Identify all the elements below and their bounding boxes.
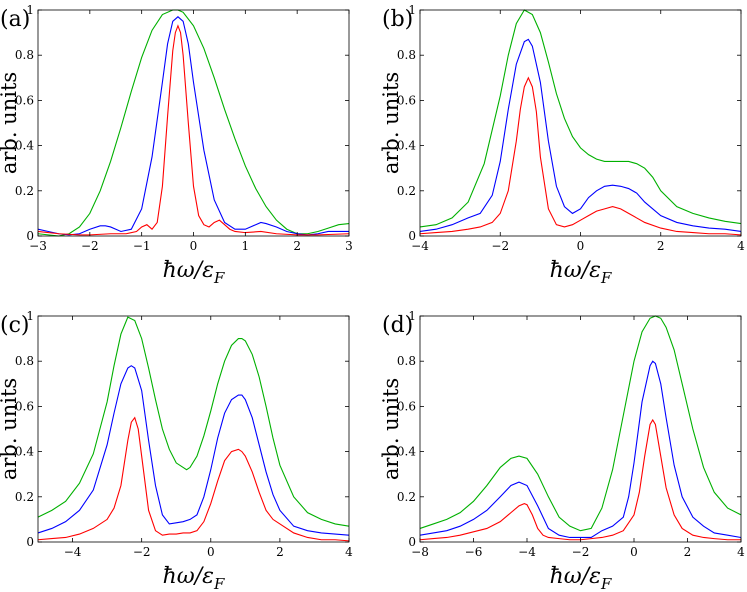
x-tick-label: −6: [465, 545, 483, 559]
x-tick-label: −2: [572, 545, 590, 559]
x-axis-label: ħω/εF: [163, 258, 225, 287]
y-tick-label: 0.2: [397, 490, 416, 504]
y-tick-label: 0.6: [397, 93, 416, 107]
x-tick-label: 2: [684, 545, 692, 559]
y-tick-label: 0.2: [15, 184, 34, 198]
series-line-1: [419, 360, 742, 539]
x-tick-label: 0: [190, 239, 198, 253]
x-tick-label: 2: [293, 239, 301, 253]
y-tick-label: 0: [408, 229, 416, 243]
x-tick-label: 3: [345, 239, 353, 253]
x-tick-label: 0: [630, 545, 638, 559]
series-line-2: [419, 76, 742, 236]
panel-label: (d): [382, 313, 413, 338]
x-tick-label: 1: [242, 239, 250, 253]
y-tick-label: 0.4: [397, 445, 416, 459]
panel-3: −8 −6 −4 −2 0 2 4 0 0.2 0.4 0.6 0.8 1 arb. units ħω/εF…: [379, 309, 745, 592]
y-tick-label: 0.6: [397, 399, 416, 413]
y-axis-label: arb. units: [379, 378, 403, 480]
x-tick-label: 4: [737, 239, 745, 253]
x-tick-label: 2: [276, 545, 284, 559]
x-tick-label: −4: [64, 545, 82, 559]
x-axis-label: ħω/εF: [550, 258, 612, 287]
series-line-0: [37, 316, 350, 527]
x-tick-label: −2: [133, 545, 151, 559]
y-tick-label: 1: [408, 309, 416, 323]
y-axis-label: arb. units: [0, 72, 21, 174]
x-tick-label: −4: [518, 545, 536, 559]
y-tick-label: 0.4: [15, 139, 34, 153]
series-line-2: [37, 416, 350, 542]
series-line-1: [37, 365, 350, 536]
x-tick-label: 4: [345, 545, 353, 559]
x-axis-label: ħω/εF: [550, 564, 612, 592]
x-tick-label: −2: [491, 239, 509, 253]
y-axis-label: arb. units: [379, 72, 403, 174]
y-tick-label: 1: [26, 3, 34, 17]
x-tick-label: 0: [577, 239, 585, 253]
y-tick-label: 0: [26, 535, 34, 549]
axes-frame: [37, 9, 350, 237]
x-axis-label: ħω/εF: [163, 564, 225, 592]
series-line-2: [419, 418, 741, 541]
series-line-1: [37, 16, 349, 236]
series-line-0: [419, 315, 742, 532]
y-tick-label: 0.8: [15, 354, 34, 368]
y-tick-label: 0.4: [15, 445, 34, 459]
x-tick-label: −1: [133, 239, 151, 253]
series-line-1: [419, 38, 742, 233]
y-tick-label: 0: [26, 229, 34, 243]
y-tick-label: 0.8: [15, 48, 34, 62]
series-line-0: [419, 9, 742, 228]
y-tick-label: 0.4: [397, 139, 416, 153]
y-tick-label: 0.8: [397, 354, 416, 368]
y-tick-label: 0.2: [15, 490, 34, 504]
axes-frame: [37, 315, 350, 543]
panel-1: −4 −2 0 2 4 0 0.2 0.4 0.6 0.8 1 arb. units ħω/εF (b): [379, 3, 745, 287]
x-tick-label: 0: [207, 545, 215, 559]
series-line-2: [37, 24, 350, 236]
y-tick-label: 0.2: [397, 184, 416, 198]
x-tick-label: 2: [657, 239, 665, 253]
y-tick-label: 1: [26, 309, 34, 323]
x-tick-label: −2: [81, 239, 99, 253]
x-tick-label: 4: [737, 545, 745, 559]
panel-0: −3 −2 −1 0 1 2 3 0 0.2 0.4 0.6 0.8 1 arb. units ħω/εF (…: [0, 3, 353, 287]
y-tick-label: 0.6: [15, 93, 34, 107]
panel-label: (a): [0, 7, 30, 32]
x-tick-label: −3: [29, 239, 47, 253]
panel-label: (c): [0, 313, 30, 338]
x-tick-label: −8: [411, 545, 429, 559]
y-tick-label: 0.6: [15, 399, 34, 413]
panel-2: −4 −2 0 2 4 0 0.2 0.4 0.6 0.8 1 arb. units ħω/εF (c): [0, 309, 353, 592]
y-axis-label: arb. units: [0, 378, 21, 480]
series-line-0: [37, 9, 350, 237]
panel-label: (b): [382, 7, 413, 32]
x-tick-label: −4: [411, 239, 429, 253]
y-tick-label: 0: [408, 535, 416, 549]
y-tick-label: 1: [408, 3, 416, 17]
y-tick-label: 0.8: [397, 48, 416, 62]
